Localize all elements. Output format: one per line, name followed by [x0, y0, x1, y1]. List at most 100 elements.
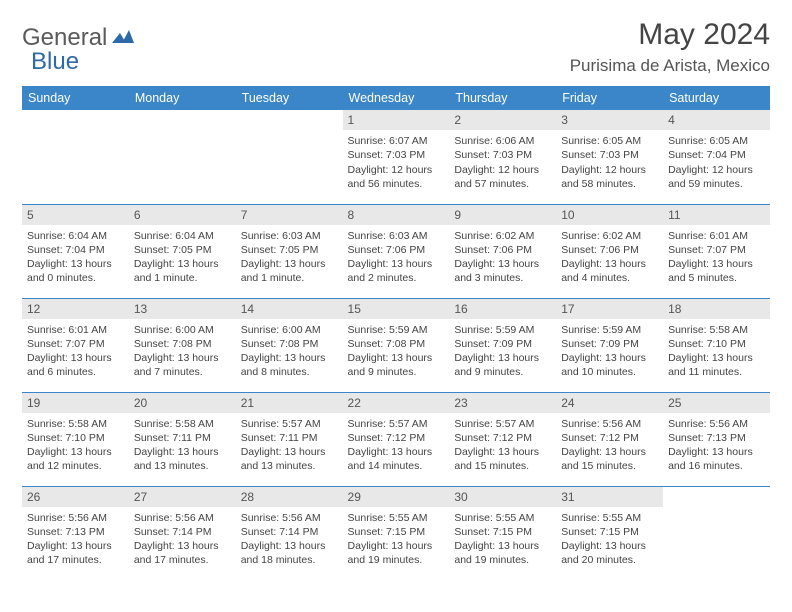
calendar-cell: 3Sunrise: 6:05 AMSunset: 7:03 PMDaylight…: [556, 110, 663, 204]
day-info: Sunrise: 6:04 AMSunset: 7:04 PMDaylight:…: [27, 228, 124, 286]
weekday-header: Sunday: [22, 86, 129, 110]
day-number: 26: [22, 487, 129, 507]
day-number: 15: [343, 299, 450, 319]
daylight-line: Daylight: 13 hours and 2 minutes.: [348, 257, 445, 285]
day-info: Sunrise: 5:56 AMSunset: 7:12 PMDaylight:…: [561, 416, 658, 474]
sunrise-line: Sunrise: 5:58 AM: [134, 417, 231, 431]
daylight-line: Daylight: 13 hours and 16 minutes.: [668, 445, 765, 473]
day-info: Sunrise: 6:07 AMSunset: 7:03 PMDaylight:…: [348, 133, 445, 191]
day-info: Sunrise: 6:05 AMSunset: 7:03 PMDaylight:…: [561, 133, 658, 191]
month-title: May 2024: [570, 18, 770, 52]
sunset-line: Sunset: 7:03 PM: [561, 148, 658, 162]
sunrise-line: Sunrise: 6:06 AM: [454, 134, 551, 148]
day-info: Sunrise: 6:00 AMSunset: 7:08 PMDaylight:…: [134, 322, 231, 380]
calendar-cell: 2Sunrise: 6:06 AMSunset: 7:03 PMDaylight…: [449, 110, 556, 204]
calendar-head: SundayMondayTuesdayWednesdayThursdayFrid…: [22, 86, 770, 110]
sunset-line: Sunset: 7:15 PM: [348, 525, 445, 539]
weekday-header: Thursday: [449, 86, 556, 110]
daylight-line: Daylight: 12 hours and 56 minutes.: [348, 163, 445, 191]
calendar-body: 1Sunrise: 6:07 AMSunset: 7:03 PMDaylight…: [22, 110, 770, 580]
calendar-cell: [22, 110, 129, 204]
day-number: 17: [556, 299, 663, 319]
day-info: Sunrise: 5:57 AMSunset: 7:11 PMDaylight:…: [241, 416, 338, 474]
sunrise-line: Sunrise: 6:00 AM: [134, 323, 231, 337]
daylight-line: Daylight: 12 hours and 58 minutes.: [561, 163, 658, 191]
calendar-week: 26Sunrise: 5:56 AMSunset: 7:13 PMDayligh…: [22, 486, 770, 580]
day-number: 6: [129, 205, 236, 225]
title-block: May 2024 Purisima de Arista, Mexico: [570, 18, 770, 76]
daylight-line: Daylight: 13 hours and 6 minutes.: [27, 351, 124, 379]
daylight-line: Daylight: 13 hours and 8 minutes.: [241, 351, 338, 379]
day-number: 27: [129, 487, 236, 507]
day-number: 11: [663, 205, 770, 225]
calendar-cell: 7Sunrise: 6:03 AMSunset: 7:05 PMDaylight…: [236, 204, 343, 298]
sunrise-line: Sunrise: 6:05 AM: [561, 134, 658, 148]
day-info: Sunrise: 6:01 AMSunset: 7:07 PMDaylight:…: [27, 322, 124, 380]
day-info: Sunrise: 5:55 AMSunset: 7:15 PMDaylight:…: [454, 510, 551, 568]
sunset-line: Sunset: 7:06 PM: [561, 243, 658, 257]
calendar-cell: 9Sunrise: 6:02 AMSunset: 7:06 PMDaylight…: [449, 204, 556, 298]
sunrise-line: Sunrise: 5:58 AM: [27, 417, 124, 431]
day-info: Sunrise: 5:56 AMSunset: 7:13 PMDaylight:…: [27, 510, 124, 568]
sunset-line: Sunset: 7:06 PM: [348, 243, 445, 257]
calendar-cell: 21 Sunrise: 5:57 AMSunset: 7:11 PMDayligh…: [236, 392, 343, 486]
day-info: Sunrise: 6:03 AMSunset: 7:06 PMDaylight:…: [348, 228, 445, 286]
day-info: Sunrise: 6:06 AMSunset: 7:03 PMDaylight:…: [454, 133, 551, 191]
sunrise-line: Sunrise: 5:55 AM: [454, 511, 551, 525]
daylight-line: Daylight: 13 hours and 4 minutes.: [561, 257, 658, 285]
day-number: 28: [236, 487, 343, 507]
sunset-line: Sunset: 7:15 PM: [454, 525, 551, 539]
calendar-cell: 30 Sunrise: 5:55 AMSunset: 7:15 PMDayligh…: [449, 486, 556, 580]
sunset-line: Sunset: 7:08 PM: [241, 337, 338, 351]
weekday-header: Monday: [129, 86, 236, 110]
calendar-cell: 28Sunrise: 5:56 AMSunset: 7:14 PMDayligh…: [236, 486, 343, 580]
calendar-cell: 27Sunrise: 5:56 AMSunset: 7:14 PMDayligh…: [129, 486, 236, 580]
day-number: 14: [236, 299, 343, 319]
daylight-line: Daylight: 12 hours and 59 minutes.: [668, 163, 765, 191]
daylight-line: Daylight: 13 hours and 20 minutes.: [561, 539, 658, 567]
day-number: 25: [663, 393, 770, 413]
sunrise-line: Sunrise: 6:03 AM: [348, 229, 445, 243]
calendar-week: 12Sunrise: 6:01 AMSunset: 7:07 PMDayligh…: [22, 298, 770, 392]
sunset-line: Sunset: 7:07 PM: [668, 243, 765, 257]
sunset-line: Sunset: 7:06 PM: [454, 243, 551, 257]
sunrise-line: Sunrise: 6:02 AM: [454, 229, 551, 243]
daylight-line: Daylight: 13 hours and 9 minutes.: [454, 351, 551, 379]
weekday-header: Saturday: [663, 86, 770, 110]
sunrise-line: Sunrise: 5:57 AM: [454, 417, 551, 431]
sunrise-line: Sunrise: 6:01 AM: [668, 229, 765, 243]
sunset-line: Sunset: 7:12 PM: [561, 431, 658, 445]
day-info: Sunrise: 5:57 AMSunset: 7:12 PMDaylight:…: [454, 416, 551, 474]
sunrise-line: Sunrise: 5:56 AM: [27, 511, 124, 525]
sunset-line: Sunset: 7:04 PM: [668, 148, 765, 162]
calendar-cell: 18Sunrise: 5:58 AMSunset: 7:10 PMDayligh…: [663, 298, 770, 392]
sunrise-line: Sunrise: 5:55 AM: [348, 511, 445, 525]
daylight-line: Daylight: 13 hours and 10 minutes.: [561, 351, 658, 379]
calendar-cell: 26 Sunrise: 5:56 AMSunset: 7:13 PMDayligh…: [22, 486, 129, 580]
sunset-line: Sunset: 7:10 PM: [668, 337, 765, 351]
day-number: 30: [449, 487, 556, 507]
day-number: 18: [663, 299, 770, 319]
day-info: Sunrise: 6:05 AMSunset: 7:04 PMDaylight:…: [668, 133, 765, 191]
sunset-line: Sunset: 7:13 PM: [27, 525, 124, 539]
calendar-week: 19Sunrise: 5:58 AMSunset: 7:10 PMDayligh…: [22, 392, 770, 486]
daylight-line: Daylight: 13 hours and 17 minutes.: [27, 539, 124, 567]
sunrise-line: Sunrise: 5:55 AM: [561, 511, 658, 525]
day-info: Sunrise: 5:55 AMSunset: 7:15 PMDaylight:…: [561, 510, 658, 568]
daylight-line: Daylight: 12 hours and 57 minutes.: [454, 163, 551, 191]
day-info: Sunrise: 5:57 AMSunset: 7:12 PMDaylight:…: [348, 416, 445, 474]
daylight-line: Daylight: 13 hours and 14 minutes.: [348, 445, 445, 473]
sunrise-line: Sunrise: 5:56 AM: [561, 417, 658, 431]
calendar-cell: 8Sunrise: 6:03 AMSunset: 7:06 PMDaylight…: [343, 204, 450, 298]
day-info: Sunrise: 5:59 AMSunset: 7:08 PMDaylight:…: [348, 322, 445, 380]
sunset-line: Sunset: 7:15 PM: [561, 525, 658, 539]
sunset-line: Sunset: 7:07 PM: [27, 337, 124, 351]
calendar-cell: 31Sunrise: 5:55 AMSunset: 7:15 PMDayligh…: [556, 486, 663, 580]
daylight-line: Daylight: 13 hours and 7 minutes.: [134, 351, 231, 379]
day-number: 21: [236, 393, 343, 413]
sunset-line: Sunset: 7:04 PM: [27, 243, 124, 257]
location-label: Purisima de Arista, Mexico: [570, 56, 770, 76]
sunrise-line: Sunrise: 6:00 AM: [241, 323, 338, 337]
day-info: Sunrise: 5:58 AMSunset: 7:11 PMDaylight:…: [134, 416, 231, 474]
daylight-line: Daylight: 13 hours and 19 minutes.: [348, 539, 445, 567]
